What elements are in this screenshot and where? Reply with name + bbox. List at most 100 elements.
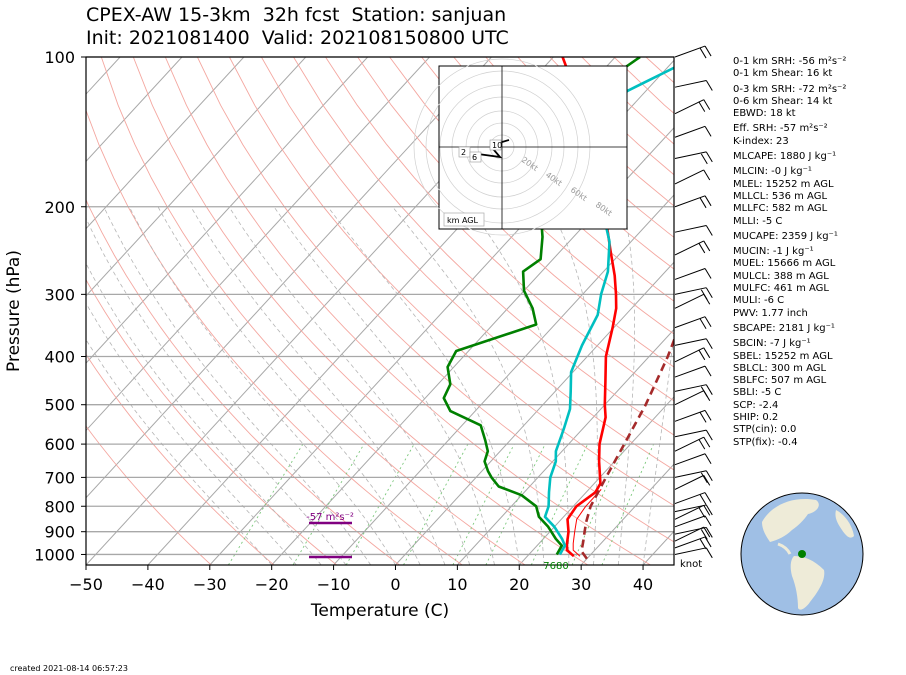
isotherm-line [333,194,674,565]
wind-barb-flag [699,494,707,505]
mixing-ratio-line [571,443,627,565]
y-tick-label: 800 [44,497,75,516]
wind-barb-flag [705,338,713,350]
wind-barb-staff [674,390,704,406]
wind-barb-staff [674,515,706,528]
isotherm-line [86,57,430,432]
stat-row: STP(fix): -0.4 [733,436,798,448]
srh-label: -57 m²s⁻² [306,512,354,523]
stat-row: MULFC: 461 m AGL [733,283,829,295]
wind-barb-staff [674,169,704,185]
sounding-indices-panel: 0-1 km SRH: -56 m²s⁻² 0-1 km Shear: 16 kt… [733,56,846,449]
stat-row: MLEL: 15252 m AGL [733,178,834,190]
x-tick-label: 20 [509,575,529,594]
hodograph-caption-box [443,212,485,227]
wind-barb-flag [705,504,713,516]
isotherm-line [86,57,245,230]
location-globe [740,492,864,616]
stat-row: SHIP: 0.2 [733,412,779,424]
moist-adiabat-line [128,206,396,565]
wind-barb-staff [674,365,706,378]
stat-row: SBCAPE: 2181 J kg⁻¹ [733,322,835,334]
moist-adiabat-line [86,262,322,565]
wind-barb-staff [674,470,707,478]
mixing-ratio-line [530,443,589,565]
wind-barb-staff [674,474,704,490]
wind-barb-flag [699,47,707,59]
wind-barb-flag [704,536,712,548]
wind-barb-flag [703,240,711,252]
isotherm-line [86,57,307,297]
stat-row: EBWD: 18 kt [733,108,796,120]
wind-barb-staff [674,547,707,555]
wind-barb-staff [674,492,706,505]
north-america-land [762,498,819,542]
wind-barb-staff [674,151,707,160]
wind-barb-flag [703,436,711,448]
wind-barb-flag [698,349,706,361]
stat-row: STP(cin): 0.0 [733,424,797,436]
x-axis-label: Temperature (C) [310,601,449,621]
wind-barb-staff [674,287,707,295]
y-tick-label: 900 [44,523,75,542]
y-axis-label: Pressure (hPa) [4,250,24,372]
pressure-grid [86,56,674,556]
wind-barb-staff [674,99,704,115]
wind-barb-flag [704,492,712,503]
wind-barb-staff [674,536,706,549]
stat-row: MLLCL: 536 m AGL [733,190,828,202]
stat-row: SBLI: -5 C [733,387,782,399]
wind-barb-flag [704,365,712,377]
dry-adiabat-line [86,109,463,565]
stat-row: MLCIN: -0 J kg⁻¹ [733,166,812,178]
wind-barb-staff [674,429,707,438]
stat-row: MULI: -6 C [733,295,785,307]
wind-barb-flag [705,547,713,559]
stat-row: SBEL: 15252 m AGL [733,350,833,362]
isotherm-line [86,57,183,163]
surface-label: 7680 [543,561,568,572]
wind-barb-flag [704,453,712,465]
hodograph-height-box [469,151,482,163]
moist-adiabat-line [327,206,520,565]
x-tick-label: −30 [193,575,227,594]
wind-barb-staff [674,453,706,466]
dry-adiabat-line [421,57,674,302]
moist-adiabat-line [86,217,347,565]
wind-barb-flag [703,347,711,359]
wind-unit-label: knot [680,559,703,570]
wind-barb-flag [704,195,712,207]
dry-adiabat-line [86,278,337,565]
mixing-ratio-line [292,443,365,565]
stat-row: MUCAPE: 2359 J kg⁻¹ [733,230,838,242]
isotherm-line [580,463,674,565]
wind-barb-flag [705,429,713,441]
dry-adiabat-line [325,57,674,402]
series-parcel-path [580,336,674,560]
dry-adiabat-line [86,425,212,565]
stat-row: SBCIN: -7 J kg⁻¹ [733,338,811,350]
wind-barb-flag [705,80,713,91]
x-tick-label: 30 [571,575,591,594]
wind-barb-flag [698,438,706,450]
wind-barb-flag [703,390,711,401]
created-timestamp: created 2021-08-14 06:57:23 [10,664,128,673]
stat-row: PWV: 1.77 inch [733,307,808,319]
wind-barb-flag [703,169,711,181]
moist-adiabat-line [642,330,674,565]
wind-barb-staff [674,409,706,422]
mixing-ratio-line [403,443,469,565]
wind-barb-flag [703,294,711,305]
hodograph-height-label: 6 [472,153,477,162]
wind-barb-flag [704,410,712,421]
dry-adiabat-line [86,198,400,565]
wind-barb-staff [674,436,704,452]
isotherm-line [86,57,492,499]
stat-row: 0-1 km SRH: -56 m²s⁻² [733,56,847,67]
wind-barb-staff [674,338,707,346]
mixing-ratio-line [228,443,304,565]
moist-adiabat-line [86,338,272,565]
hodograph-caption: km AGL [447,216,479,225]
stat-row: K-index: 23 [733,135,789,147]
